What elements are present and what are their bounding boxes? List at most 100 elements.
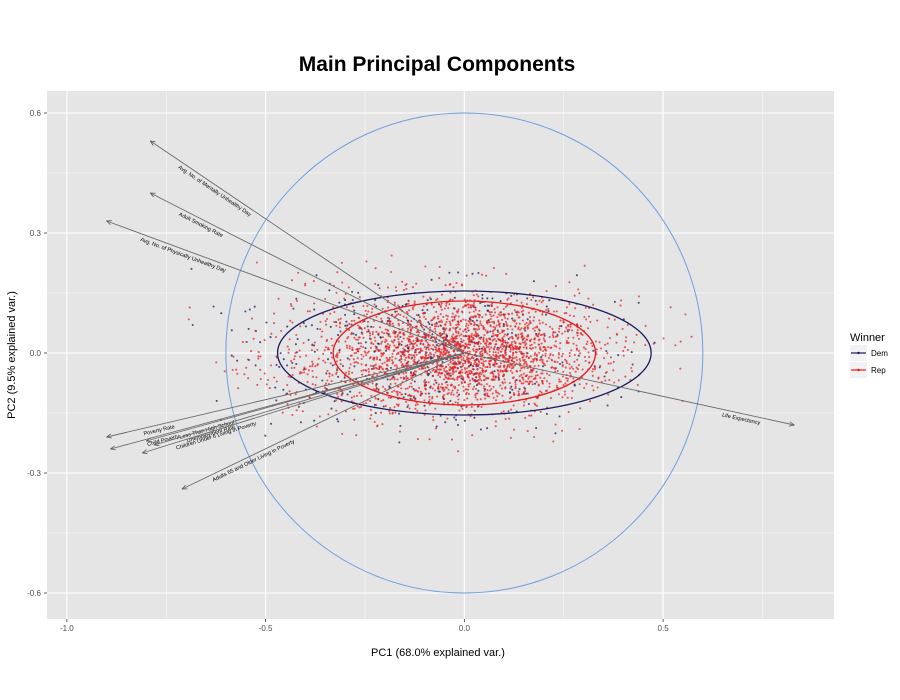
data-point-rep xyxy=(469,315,473,318)
data-point-rep xyxy=(482,338,485,341)
data-point-rep xyxy=(471,388,474,391)
data-point-rep xyxy=(451,362,454,365)
data-point-rep xyxy=(435,336,438,339)
data-point-rep xyxy=(515,299,518,302)
data-point-rep xyxy=(395,289,398,292)
data-point-rep xyxy=(361,373,364,376)
data-point-rep xyxy=(478,309,481,312)
data-point-dem xyxy=(326,358,330,361)
data-point-rep xyxy=(510,359,513,362)
data-point-rep xyxy=(450,338,453,341)
data-point-rep xyxy=(396,334,400,337)
data-point-rep xyxy=(482,340,485,343)
data-point-rep xyxy=(395,314,398,317)
data-point-rep xyxy=(356,350,359,353)
data-point-rep xyxy=(494,389,497,392)
data-point-dem xyxy=(295,362,298,366)
data-point-rep xyxy=(381,307,384,310)
x-tick-label: -1.0 xyxy=(60,624,74,633)
data-point-rep xyxy=(328,375,331,378)
data-point-rep xyxy=(514,387,517,390)
data-point-rep xyxy=(384,405,387,408)
data-point-rep xyxy=(608,378,611,382)
data-point-rep xyxy=(380,365,383,368)
data-point-rep xyxy=(571,329,574,332)
data-point-rep xyxy=(369,417,372,420)
data-point-rep xyxy=(306,310,309,313)
data-point-rep xyxy=(441,386,444,389)
data-point-rep xyxy=(636,383,639,387)
data-point-rep xyxy=(497,374,500,377)
data-point-dem xyxy=(336,334,340,337)
data-point-rep xyxy=(488,389,491,392)
data-point-rep xyxy=(418,316,421,319)
data-point-rep xyxy=(468,335,471,338)
data-point-rep xyxy=(432,343,435,347)
data-point-rep xyxy=(479,357,483,360)
data-point-rep xyxy=(493,308,496,311)
data-point-rep xyxy=(486,365,489,368)
data-point-rep xyxy=(391,361,395,364)
data-point-dem xyxy=(230,354,233,357)
data-point-rep xyxy=(507,313,511,316)
data-point-rep xyxy=(484,360,487,363)
data-point-rep xyxy=(514,379,517,382)
data-point-rep xyxy=(531,383,534,386)
data-point-rep xyxy=(467,335,470,338)
data-point-rep xyxy=(388,322,391,325)
data-point-dem xyxy=(437,390,440,393)
data-point-rep xyxy=(256,383,259,386)
data-point-rep xyxy=(530,414,533,417)
data-point-rep xyxy=(416,409,419,412)
data-point-dem xyxy=(515,410,518,413)
data-point-rep xyxy=(484,313,487,316)
data-point-rep xyxy=(555,384,558,387)
data-point-rep xyxy=(578,427,581,431)
data-point-rep xyxy=(472,348,475,351)
data-point-rep xyxy=(539,346,542,349)
data-point-rep xyxy=(464,372,467,375)
data-point-rep xyxy=(568,367,571,370)
data-point-rep xyxy=(442,397,445,400)
data-point-rep xyxy=(433,354,436,358)
data-point-rep xyxy=(488,385,491,388)
legend-point-rep xyxy=(857,368,860,372)
data-point-dem xyxy=(479,428,483,431)
data-point-rep xyxy=(478,314,481,317)
data-point-dem xyxy=(398,441,401,444)
data-point-rep xyxy=(479,322,482,325)
data-point-rep xyxy=(411,345,415,348)
data-point-rep xyxy=(557,393,560,396)
data-point-rep xyxy=(521,332,524,335)
data-point-rep xyxy=(404,345,407,348)
data-point-rep xyxy=(415,353,418,356)
data-point-rep xyxy=(463,335,467,338)
data-point-rep xyxy=(392,329,396,333)
data-point-rep xyxy=(488,362,491,365)
data-point-dem xyxy=(486,304,489,307)
data-point-rep xyxy=(530,360,533,363)
data-point-rep xyxy=(397,404,400,407)
data-point-rep xyxy=(393,332,396,335)
data-point-rep xyxy=(481,358,484,361)
data-point-rep xyxy=(500,350,503,353)
data-point-rep xyxy=(404,358,407,362)
data-point-rep xyxy=(424,265,427,268)
data-point-rep xyxy=(317,357,320,360)
data-point-rep xyxy=(353,418,356,421)
data-point-rep xyxy=(418,319,422,322)
data-point-rep xyxy=(456,363,459,366)
data-point-rep xyxy=(575,366,578,369)
data-point-rep xyxy=(345,344,349,347)
data-point-dem xyxy=(345,320,348,323)
data-point-rep xyxy=(492,347,495,350)
data-point-rep xyxy=(543,340,547,343)
data-point-rep xyxy=(483,387,486,390)
data-point-rep xyxy=(518,348,521,351)
data-point-rep xyxy=(399,331,402,334)
data-point-rep xyxy=(512,428,516,431)
data-point-rep xyxy=(619,304,622,307)
data-point-rep xyxy=(345,306,348,309)
data-point-rep xyxy=(477,295,480,298)
data-point-rep xyxy=(325,323,328,326)
